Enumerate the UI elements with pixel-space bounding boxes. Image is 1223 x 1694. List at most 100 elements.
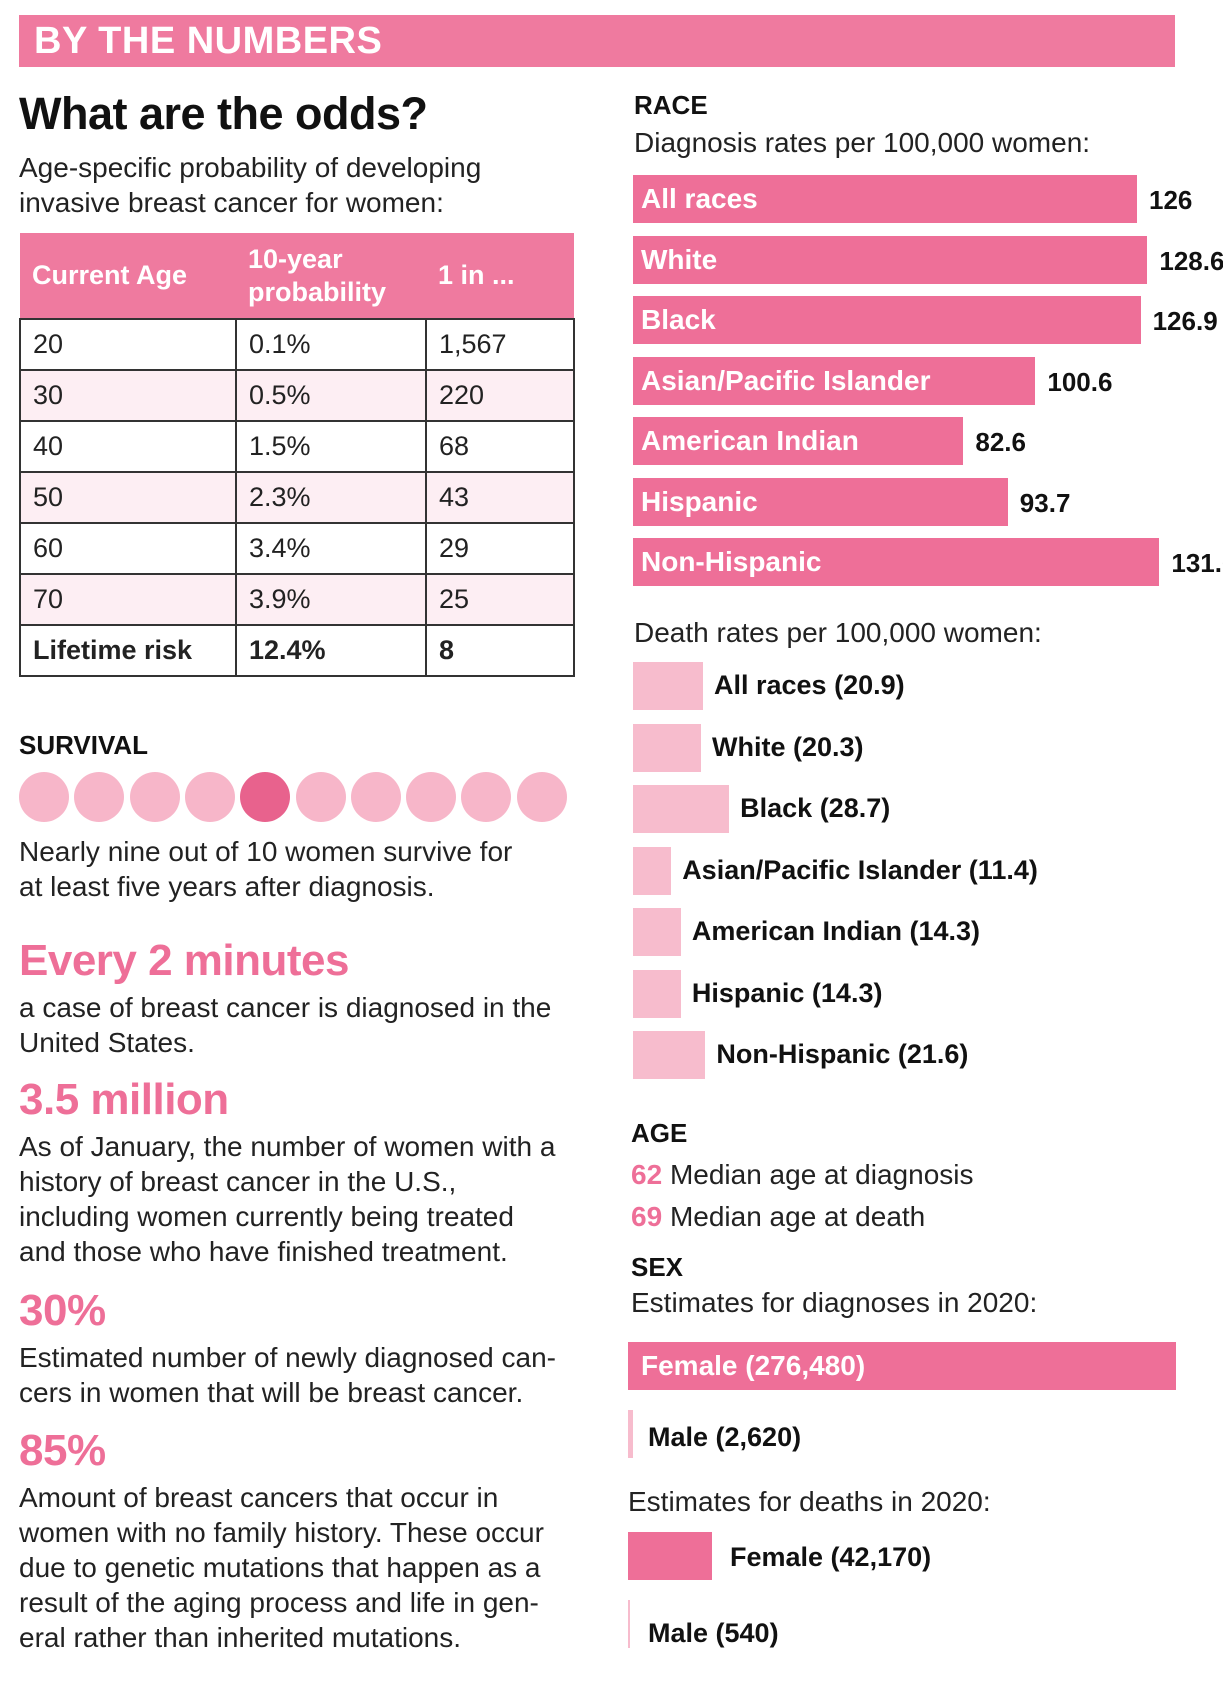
death-bar-label: Non-Hispanic (21.6) xyxy=(716,1039,969,1069)
diagnosis-bar-label: Hispanic xyxy=(641,485,758,517)
survival-dot xyxy=(184,772,235,822)
table-cell: 1,567 xyxy=(425,318,575,371)
death-bar xyxy=(633,1031,706,1079)
age-label: AGE xyxy=(631,1118,688,1148)
death-bar xyxy=(633,785,730,833)
fact-text-line: women with no family history. These occu… xyxy=(19,1517,544,1548)
death-bar-label: White (20.3) xyxy=(712,731,864,762)
odds-subtitle-line1: Age-specific probability of developing xyxy=(19,152,482,183)
table-cell: 20 xyxy=(19,318,237,371)
age-death-text: Median age at death xyxy=(669,1201,926,1232)
death-bar-label: All races (20.9) xyxy=(714,670,905,700)
diagnosis-bar-label: Asian/Pacific Islander xyxy=(641,364,931,396)
age-diagnosis-value: 62 xyxy=(631,1159,663,1190)
diagnosis-bar-value: 93.7 xyxy=(1019,487,1071,518)
sex-diagnoses-female-label: Female (276,480) xyxy=(641,1350,866,1381)
survival-dot xyxy=(516,772,567,822)
sex-label: SEX xyxy=(631,1252,684,1282)
diagnosis-bar xyxy=(633,296,1141,344)
sex-diagnoses-male-label: Male (2,620) xyxy=(648,1422,802,1452)
diagnosis-bar xyxy=(633,477,1008,526)
table-cell: 68 xyxy=(425,420,575,473)
fact-text-line: United States. xyxy=(19,1027,195,1058)
diagnosis-bar xyxy=(633,356,1036,405)
diagnosis-bar-value: 100.6 xyxy=(1047,366,1113,397)
fact-text-line: a case of breast cancer is diagnosed in … xyxy=(19,992,552,1023)
table-header-probability: 10-year probability xyxy=(236,233,426,319)
fact-text-line: Estimated number of newly diagnosed can- xyxy=(19,1342,556,1373)
survival-dot xyxy=(295,772,346,822)
diagnosis-bar-value: 128.6 xyxy=(1159,245,1223,276)
survival-dot xyxy=(461,772,512,822)
table-header-age: Current Age xyxy=(20,233,236,319)
survival-dot xyxy=(350,772,401,822)
table-cell: 60 xyxy=(19,522,237,575)
age-diagnosis-text: Median age at diagnosis xyxy=(669,1159,974,1190)
sex-diagnoses-male-bar xyxy=(628,1410,634,1458)
table-cell: 29 xyxy=(425,522,575,575)
banner: BY THE NUMBERS xyxy=(19,15,1175,67)
fact-text-line: result of the aging process and life in … xyxy=(19,1587,539,1618)
age-diagnosis-row: 62 Median age at diagnosis xyxy=(631,1157,973,1192)
fact-text-line: and those who have finished treatment. xyxy=(19,1236,508,1267)
survival-dot xyxy=(19,772,69,822)
fact-text-line: cers in women that will be breast cancer… xyxy=(19,1377,524,1408)
race-label: RACE xyxy=(634,90,708,120)
sex-deaths-female-bar xyxy=(628,1532,712,1580)
diagnosis-bar xyxy=(633,538,1160,586)
table-cell: 0.1% xyxy=(235,318,427,371)
sex-diagnoses-female-bar xyxy=(628,1342,1176,1390)
death-bar-label: Black (28.7) xyxy=(740,793,891,823)
age-death-row: 69 Median age at death xyxy=(631,1199,925,1234)
sex-deaths-male-label: Male (540) xyxy=(648,1618,779,1648)
table-header-row: Current Age 10-year probability 1 in ... xyxy=(20,233,574,319)
fact-text-line: As of January, the number of women with … xyxy=(19,1131,556,1162)
table-header-one-in: 1 in ... xyxy=(426,233,574,319)
diagnosis-bar-value: 82.6 xyxy=(975,427,1026,457)
diagnosis-bar-label: All races xyxy=(641,183,758,214)
fact-text-line: Amount of breast cancers that occur in xyxy=(19,1482,499,1513)
sex-deaths-female-label: Female (42,170) xyxy=(730,1542,932,1572)
odds-table: Current Age 10-year probability 1 in ...… xyxy=(19,233,575,677)
table-cell: 43 xyxy=(425,471,575,524)
death-bar xyxy=(633,723,701,772)
diagnosis-bar-value: 126.9 xyxy=(1152,306,1218,336)
survival-text-line2: at least five years after diagnosis. xyxy=(19,871,435,902)
table-cell: 25 xyxy=(425,573,575,626)
table-row: 30 0.5% 220 xyxy=(19,369,575,422)
survival-text-line1: Nearly nine out of 10 women survive for xyxy=(19,836,513,867)
death-bar xyxy=(633,908,681,956)
table-cell: 40 xyxy=(19,420,237,473)
fact-headline-30-percent: 30% xyxy=(19,1286,106,1335)
diagnosis-bar-label: Black xyxy=(641,304,716,335)
survival-dot xyxy=(240,772,291,822)
sex-diagnoses-subtitle: Estimates for diagnoses in 2020: xyxy=(631,1287,1038,1318)
fact-text-line: due to genetic mutations that happen as … xyxy=(19,1552,541,1583)
banner-title: BY THE NUMBERS xyxy=(34,20,383,62)
diagnosis-rates-subtitle: Diagnosis rates per 100,000 women: xyxy=(634,127,1091,158)
diagnosis-bar xyxy=(633,417,964,465)
table-row: 40 1.5% 68 xyxy=(19,420,575,473)
table-row: 60 3.4% 29 xyxy=(19,522,575,575)
table-row-lifetime: Lifetime risk 12.4% 8 xyxy=(19,624,575,677)
table-row: 70 3.9% 25 xyxy=(19,573,575,626)
table-cell: 30 xyxy=(19,369,237,422)
table-cell: 220 xyxy=(425,369,575,422)
table-cell: 3.9% xyxy=(235,573,427,626)
table-row: 20 0.1% 1,567 xyxy=(19,318,575,371)
diagnosis-bar-label: White xyxy=(641,243,718,275)
table-cell: 12.4% xyxy=(235,624,427,677)
table-cell: 50 xyxy=(19,471,237,524)
table-cell: 8 xyxy=(425,624,575,677)
table-cell: 0.5% xyxy=(235,369,427,422)
table-row: 50 2.3% 43 xyxy=(19,471,575,524)
table-cell: Lifetime risk xyxy=(19,624,237,677)
diagnosis-bar-value: 131.6 xyxy=(1171,548,1223,578)
table-cell: 3.4% xyxy=(235,522,427,575)
odds-subtitle-line2: invasive breast cancer for women: xyxy=(19,187,444,218)
table-cell: 2.3% xyxy=(235,471,427,524)
survival-dot xyxy=(129,772,180,822)
death-bar xyxy=(633,662,703,710)
death-bar-label: Hispanic (14.3) xyxy=(691,977,883,1008)
diagnosis-bar xyxy=(633,175,1137,223)
